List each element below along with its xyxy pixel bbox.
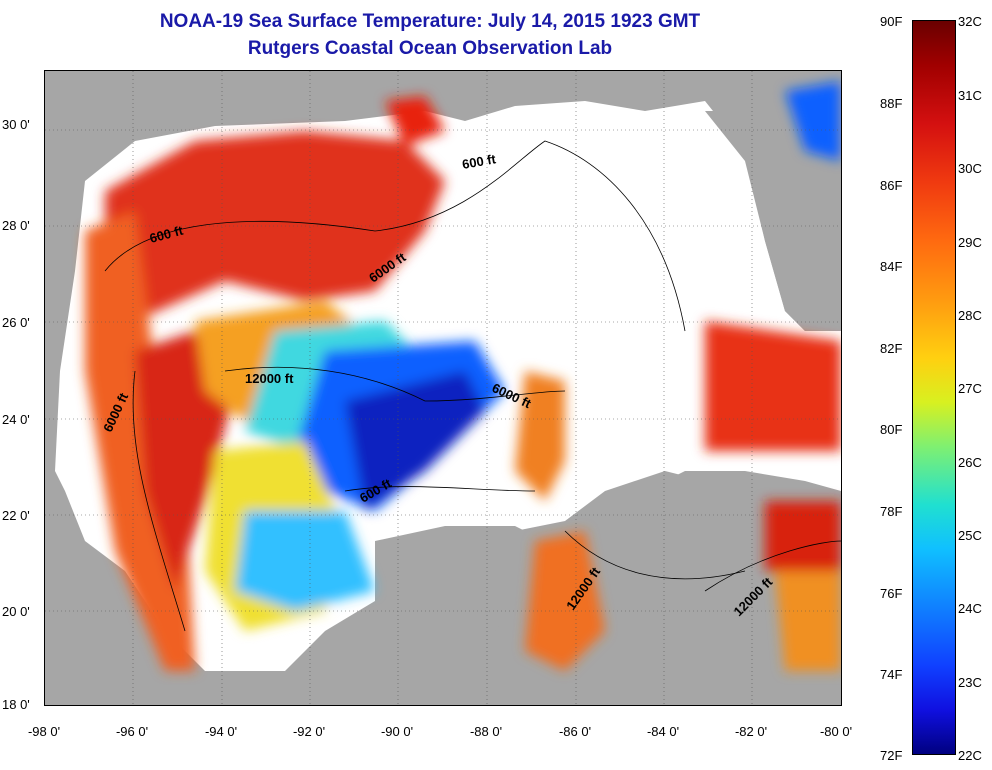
colorbar-f-label: 88F (880, 96, 903, 111)
colorbar-c-label: 24C (958, 601, 982, 616)
lat-tick: 28 0' (2, 218, 30, 233)
colorbar-f-label: 82F (880, 341, 903, 356)
lat-tick: 30 0' (2, 117, 30, 132)
colorbar-f-label: 86F (880, 178, 903, 193)
colorbar-c-label: 23C (958, 675, 982, 690)
contour-label: 600 ft (461, 151, 498, 172)
sst-map-canvas: 600 ft 600 ft 6000 ft 6000 ft 12000 ft 6… (45, 71, 841, 705)
lat-tick: 26 0' (2, 315, 30, 330)
lat-tick: 24 0' (2, 412, 30, 427)
colorbar-c-label: 29C (958, 235, 982, 250)
lat-tick: 20 0' (2, 604, 30, 619)
map-subtitle: Rutgers Coastal Ocean Observation Lab (247, 38, 613, 59)
lon-tick: -94 0' (204, 724, 238, 739)
contour-label: 12000 ft (731, 574, 776, 619)
map-title: NOAA-19 Sea Surface Temperature: July 14… (159, 11, 701, 32)
bathymetry-contours (104, 140, 841, 632)
lon-tick: -92 0' (292, 724, 326, 739)
florida-land (665, 71, 841, 331)
lat-tick: 22 0' (2, 508, 30, 523)
lon-tick: -84 0' (646, 724, 680, 739)
temperature-colorbar (912, 20, 956, 755)
lon-tick: -86 0' (558, 724, 592, 739)
lat-tick: 18 0' (2, 697, 30, 712)
colorbar-c-label: 22C (958, 748, 982, 763)
lon-tick: -98 0' (27, 724, 61, 739)
colorbar-f-label: 80F (880, 422, 903, 437)
sst-map: 600 ft 600 ft 6000 ft 6000 ft 12000 ft 6… (44, 70, 842, 706)
graticule (45, 71, 841, 705)
colorbar-c-label: 31C (958, 88, 982, 103)
lon-tick: -80 0' (819, 724, 853, 739)
lon-tick: -88 0' (469, 724, 503, 739)
colorbar-c-label: 27C (958, 381, 982, 396)
colorbar-f-label: 74F (880, 667, 903, 682)
yucatan-land (375, 526, 545, 705)
colorbar-c-label: 26C (958, 455, 982, 470)
colorbar-f-label: 78F (880, 504, 903, 519)
colorbar-c-label: 28C (958, 308, 982, 323)
colorbar-c-label: 30C (958, 161, 982, 176)
colorbar-c-label: 25C (958, 528, 982, 543)
colorbar-f-label: 90F (880, 14, 903, 29)
sst-field (85, 81, 841, 671)
colorbar-c-label: 32C (958, 14, 982, 29)
lon-tick: -96 0' (115, 724, 149, 739)
colorbar-f-label: 72F (880, 748, 903, 763)
colorbar-f-label: 76F (880, 586, 903, 601)
contour-label: 12000 ft (245, 371, 294, 386)
lon-tick: -82 0' (734, 724, 768, 739)
lon-tick: -90 0' (380, 724, 414, 739)
colorbar-f-label: 84F (880, 259, 903, 274)
